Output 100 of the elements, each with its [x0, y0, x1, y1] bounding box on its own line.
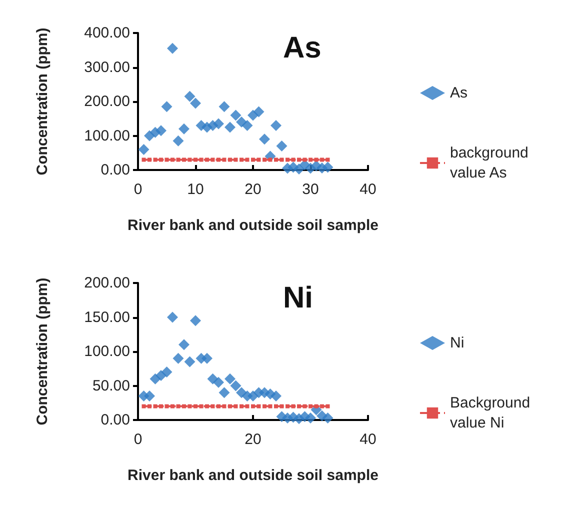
- point: [205, 404, 209, 408]
- point: [153, 404, 158, 408]
- point: [286, 158, 290, 162]
- point: [148, 404, 152, 408]
- point: [230, 380, 242, 392]
- point: [276, 140, 288, 152]
- y-tick-label: 400.00: [84, 24, 130, 42]
- point: [184, 90, 196, 102]
- point: [142, 158, 146, 162]
- legend-label: background value As: [450, 144, 533, 182]
- point: [213, 118, 224, 130]
- x-tick-label: 40: [360, 431, 376, 448]
- point: [253, 106, 264, 118]
- x-tick-label: 30: [302, 181, 319, 198]
- point: [148, 158, 152, 162]
- point: [222, 404, 226, 408]
- point: [280, 158, 284, 162]
- point: [153, 158, 158, 162]
- point: [182, 404, 186, 408]
- point: [210, 158, 215, 162]
- point: [178, 123, 190, 134]
- y-tick-label: 0.00: [100, 412, 130, 428]
- point: [210, 404, 215, 408]
- x-tick-label: 20: [244, 181, 262, 198]
- y-tick-label: 0.00: [100, 162, 130, 178]
- point: [190, 98, 201, 109]
- point: [245, 158, 250, 162]
- point: [159, 404, 163, 408]
- point: [170, 404, 174, 408]
- point: [178, 339, 190, 350]
- point: [224, 122, 236, 133]
- point: [142, 404, 146, 408]
- point: [297, 158, 301, 162]
- point: [205, 158, 209, 162]
- x-tick-label: 40: [360, 181, 376, 198]
- point: [144, 390, 155, 402]
- point: [184, 356, 196, 368]
- point: [161, 366, 172, 378]
- point: [302, 404, 307, 408]
- point: [291, 404, 296, 408]
- y-tick-label: 50.00: [92, 377, 130, 394]
- point: [190, 315, 201, 326]
- chart-title: As: [283, 32, 322, 64]
- point: [188, 158, 192, 162]
- point: [314, 158, 318, 162]
- point: [297, 404, 301, 408]
- point: [164, 158, 169, 162]
- point: [159, 158, 163, 162]
- point: [240, 404, 244, 408]
- point: [320, 158, 324, 162]
- point: [194, 404, 198, 408]
- point: [138, 144, 150, 155]
- point: [270, 120, 282, 131]
- point: [308, 404, 312, 408]
- point: [188, 404, 192, 408]
- point: [172, 135, 184, 146]
- point: [176, 158, 180, 162]
- point: [182, 158, 186, 162]
- point: [256, 404, 261, 408]
- x-tick-label: 10: [187, 181, 204, 198]
- point: [305, 412, 316, 424]
- point: [234, 404, 238, 408]
- point: [176, 404, 180, 408]
- point: [322, 412, 334, 424]
- point: [218, 387, 230, 398]
- point: [242, 120, 253, 131]
- legend-label: Ni: [450, 334, 464, 352]
- point: [228, 158, 232, 162]
- point: [302, 158, 307, 162]
- point: [322, 162, 334, 173]
- point: [280, 404, 284, 408]
- y-tick-label: 100.00: [84, 127, 130, 144]
- point: [326, 404, 330, 408]
- point: [268, 404, 272, 408]
- point: [199, 404, 204, 408]
- y-tick-label: 300.00: [84, 58, 130, 76]
- point: [262, 404, 266, 408]
- point: [213, 376, 224, 388]
- point: [224, 373, 236, 384]
- point: [245, 404, 250, 408]
- point: [286, 404, 290, 408]
- y-tick-label: 200.00: [84, 93, 130, 110]
- point: [274, 404, 278, 408]
- point: [164, 404, 169, 408]
- point: [256, 158, 261, 162]
- x-axis-title: River bank and outside soil sample: [128, 217, 378, 234]
- x-tick-label: 0: [134, 181, 142, 198]
- y-tick-label: 100.00: [84, 343, 130, 360]
- point: [156, 125, 166, 136]
- y-axis-title: Concentration (ppm): [34, 278, 51, 426]
- point: [199, 158, 204, 162]
- point: [274, 158, 278, 162]
- point: [270, 390, 282, 402]
- point: [161, 101, 172, 112]
- point: [216, 158, 220, 162]
- x-tick-label: 20: [244, 431, 262, 448]
- point: [251, 404, 255, 408]
- point: [167, 42, 178, 54]
- point: [218, 101, 230, 112]
- point: [320, 404, 324, 408]
